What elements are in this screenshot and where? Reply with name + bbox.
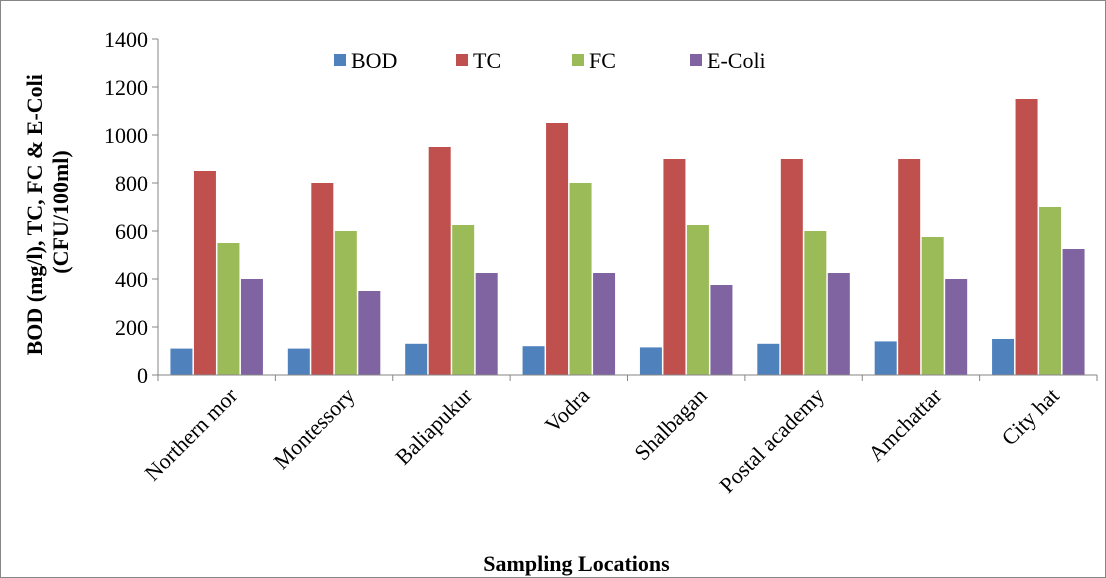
bar-tc: [780, 159, 803, 375]
x-category-label: Northern mor: [139, 382, 242, 485]
x-category-label: Shalbagan: [629, 383, 711, 465]
bar-e-coli: [945, 279, 968, 375]
bar-bod: [757, 343, 780, 375]
bar-tc: [311, 183, 334, 375]
bar-fc: [804, 231, 827, 375]
x-category-label: Baliapukur: [390, 382, 477, 469]
legend-label: FC: [589, 48, 616, 73]
bar-fc: [452, 225, 475, 375]
bar-tc: [663, 159, 686, 375]
legend-swatch: [572, 54, 584, 66]
y-axis-title-line2: (CFU/100ml): [48, 150, 73, 273]
bars-group: [170, 99, 1085, 375]
bar-fc: [921, 237, 944, 375]
legend-label: E-Coli: [707, 48, 766, 73]
y-tick-label: 200: [115, 315, 148, 340]
y-ticks: 0 200 400 600 800 1000 1200 1400: [104, 27, 158, 388]
y-tick-label: 600: [115, 219, 148, 244]
x-axis-title: Sampling Locations: [483, 551, 670, 576]
bar-e-coli: [240, 279, 263, 375]
bar-fc: [686, 225, 709, 375]
y-tick-label: 1200: [104, 75, 148, 100]
legend-label: BOD: [351, 48, 397, 73]
x-category-label: Montessory: [268, 383, 359, 474]
bar-bod: [992, 339, 1015, 375]
bar-bod: [522, 346, 545, 375]
bar-e-coli: [358, 291, 381, 375]
y-axis-title-line1: BOD (mg/l), TC, FC & E-Coli: [22, 74, 47, 355]
bar-e-coli: [475, 273, 498, 375]
x-ticks: Northern mor Montessory Baliapukur Vodra Sha…: [139, 375, 1098, 498]
bar-tc: [193, 171, 216, 375]
y-tick-label: 1000: [104, 123, 148, 148]
bar-fc: [217, 243, 240, 375]
legend-swatch: [690, 54, 702, 66]
bar-fc: [1039, 207, 1062, 375]
bar-tc: [898, 159, 921, 375]
bar-e-coli: [710, 285, 733, 375]
bar-bod: [405, 343, 428, 375]
x-category-label: Vodra: [540, 383, 595, 438]
y-tick-label: 800: [115, 171, 148, 196]
bar-bod: [170, 348, 193, 375]
bar-bod: [287, 348, 310, 375]
bar-fc: [334, 231, 357, 375]
legend-swatch: [456, 54, 468, 66]
bar-tc: [428, 147, 451, 375]
bar-bod: [639, 347, 662, 375]
legend-swatch: [334, 54, 346, 66]
bar-tc: [546, 123, 569, 375]
y-tick-label: 400: [115, 267, 148, 292]
bar-fc: [569, 183, 592, 375]
y-axis-title: BOD (mg/l), TC, FC & E-Coli (CFU/100ml): [22, 69, 73, 356]
bar-e-coli: [593, 273, 616, 375]
bar-tc: [1015, 99, 1038, 375]
bar-e-coli: [827, 273, 850, 375]
bar-e-coli: [1062, 249, 1085, 375]
bar-bod: [874, 341, 897, 375]
y-tick-label: 1400: [104, 27, 148, 52]
legend-label: TC: [473, 48, 501, 73]
legend: BOD TC FC E-Coli: [334, 48, 766, 73]
x-category-label: Postal academy: [714, 383, 829, 498]
x-category-label: Amchattar: [863, 382, 947, 466]
x-category-label: City hat: [996, 383, 1063, 450]
y-tick-label: 0: [137, 363, 148, 388]
